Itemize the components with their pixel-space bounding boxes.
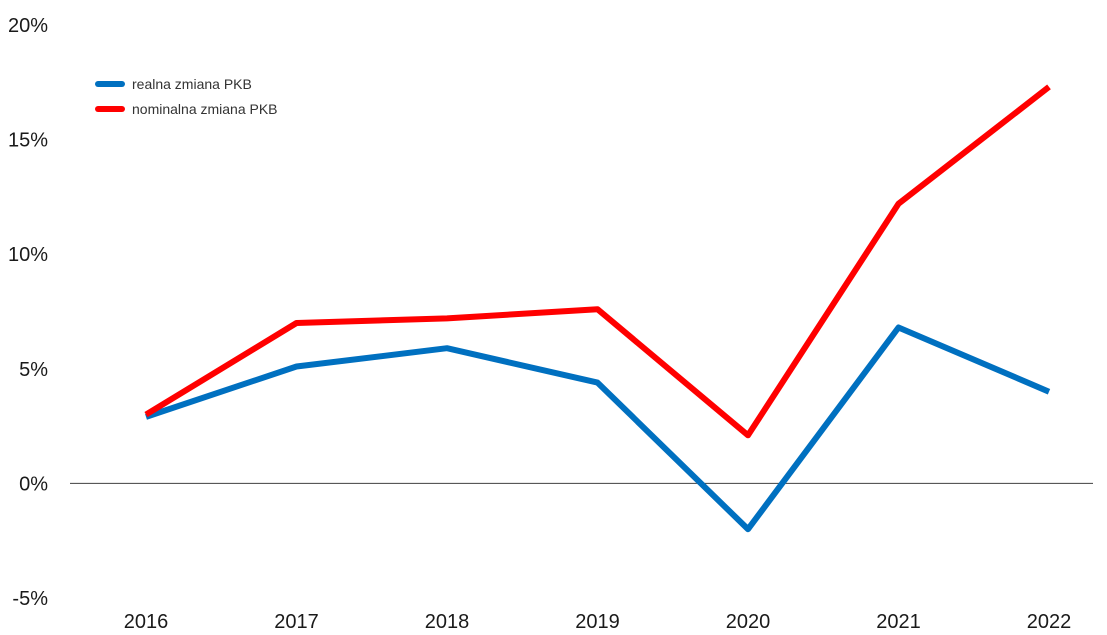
x-tick-label: 2016 — [124, 611, 169, 633]
y-tick-label: 0% — [19, 473, 48, 495]
series-line-nominalna — [144, 84, 1051, 439]
y-tick-label: 20% — [8, 15, 48, 37]
series-lines — [144, 84, 1051, 533]
legend: realna zmiana PKB nominalna zmiana PKB — [95, 76, 278, 117]
series-line-realna — [145, 324, 1051, 533]
x-tick-label: 2020 — [726, 611, 771, 633]
x-tick-label: 2019 — [575, 611, 620, 633]
y-axis: -5% 0% 5% 10% 15% 20% — [8, 15, 48, 610]
x-tick-label: 2021 — [876, 611, 921, 633]
legend-label: nominalna zmiana PKB — [132, 101, 278, 117]
legend-label: realna zmiana PKB — [132, 76, 252, 92]
y-tick-label: 5% — [19, 359, 48, 381]
x-tick-label: 2022 — [1027, 611, 1072, 633]
y-tick-label: -5% — [12, 588, 48, 610]
x-tick-label: 2017 — [274, 611, 319, 633]
y-tick-label: 10% — [8, 244, 48, 266]
x-axis: 2016 2017 2018 2019 2020 2021 2022 — [124, 611, 1072, 633]
y-tick-label: 15% — [8, 130, 48, 152]
x-tick-label: 2018 — [425, 611, 470, 633]
